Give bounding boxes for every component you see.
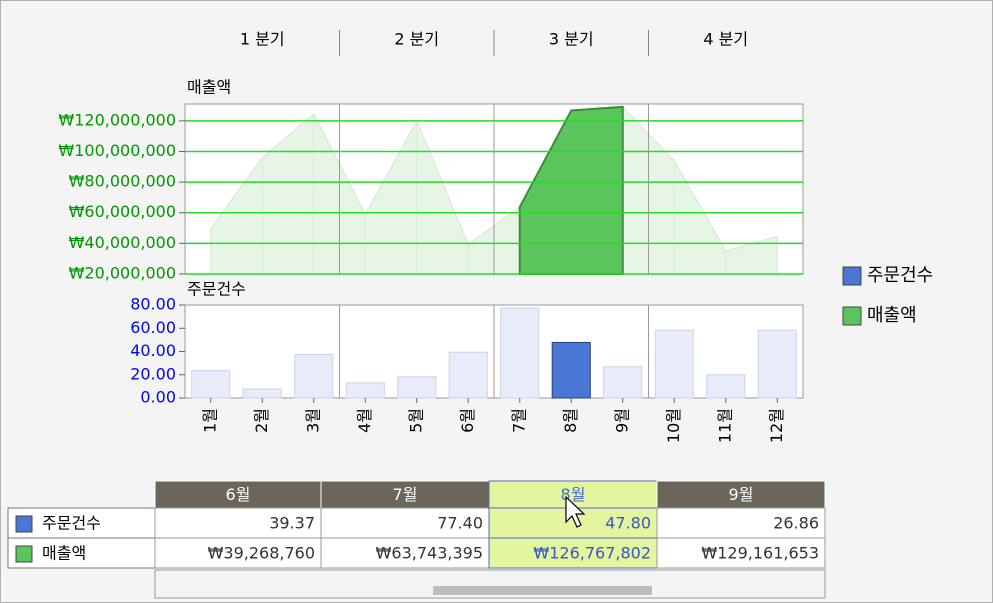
- y-tick-label: ₩20,000,000: [69, 264, 176, 283]
- bar: [706, 374, 746, 399]
- x-tick-label: 10월: [664, 408, 683, 443]
- bar: [654, 329, 694, 399]
- x-tick-label: 5월: [406, 408, 425, 433]
- table-cell: [320, 507, 490, 539]
- chart-title: 주문건수: [187, 280, 246, 299]
- table-cell: [656, 537, 826, 569]
- table-value: 77.40: [437, 514, 483, 533]
- x-tick-label: 9월: [612, 408, 631, 433]
- row-swatch: [15, 515, 33, 533]
- chart-title: 매출액: [187, 78, 231, 97]
- y-tick-label: 20.00: [130, 364, 176, 383]
- table-value: ₩63,743,395: [376, 544, 483, 563]
- table-cell: [656, 507, 826, 539]
- table-header: 7월: [393, 485, 418, 504]
- x-tick-label: 1월: [200, 408, 219, 433]
- y-tick-label: ₩120,000,000: [58, 110, 176, 129]
- y-tick-label: ₩40,000,000: [69, 233, 176, 252]
- mouse-cursor: [565, 495, 586, 528]
- table-header: 9월: [729, 485, 754, 504]
- table-cell: [320, 537, 490, 569]
- table-header-cell: [320, 480, 490, 509]
- bar: [500, 307, 540, 399]
- y-tick-label: ₩100,000,000: [58, 141, 176, 160]
- table-cell: [154, 507, 322, 539]
- legend-swatch: [842, 306, 862, 326]
- y-tick-label: ₩80,000,000: [69, 172, 176, 191]
- table-value: 26.86: [773, 514, 819, 533]
- bar: [397, 376, 437, 399]
- legend-swatch: [842, 266, 862, 286]
- table-cell: [488, 537, 658, 569]
- table-header-cell: [154, 480, 322, 509]
- table-value: 47.80: [605, 514, 651, 533]
- scrollbar-thumb: [433, 586, 652, 595]
- table-header: 6월: [226, 485, 251, 504]
- table-value: ₩129,161,653: [701, 544, 819, 563]
- row-header: 매출액: [42, 544, 86, 563]
- bar: [345, 382, 385, 399]
- y-tick-label: ₩60,000,000: [69, 202, 176, 221]
- table-value: 39.37: [269, 514, 315, 533]
- bar: [551, 341, 591, 399]
- bar: [757, 329, 797, 399]
- row-swatch: [15, 545, 33, 563]
- quarter-label: 1 분기: [240, 30, 285, 49]
- legend-label: 주문건수: [867, 265, 933, 286]
- quarter-label: 2 분기: [394, 30, 439, 49]
- x-tick-label: 11월: [715, 408, 734, 443]
- quarter-label: 3 분기: [549, 30, 594, 49]
- bar: [448, 351, 488, 399]
- table-value: ₩126,767,802: [533, 544, 651, 563]
- x-tick-label: 12월: [767, 408, 786, 443]
- y-tick-label: 60.00: [130, 318, 176, 337]
- table-header-cell: [656, 480, 826, 509]
- row-header: 주문건수: [42, 514, 101, 533]
- legend-label: 매출액: [867, 305, 917, 326]
- x-tick-label: 8월: [561, 408, 580, 433]
- x-tick-label: 3월: [303, 408, 322, 433]
- cursor-arrow: [565, 495, 586, 528]
- table-cell: [154, 537, 322, 569]
- x-tick-label: 2월: [252, 408, 271, 433]
- y-tick-label: 40.00: [130, 341, 176, 360]
- bar: [603, 366, 643, 399]
- y-tick-label: 0.00: [140, 388, 176, 407]
- bar: [191, 370, 231, 399]
- bar: [294, 354, 334, 399]
- bar: [242, 388, 282, 399]
- x-tick-label: 7월: [509, 408, 528, 433]
- table-value: ₩39,268,760: [208, 544, 315, 563]
- x-tick-label: 4월: [355, 408, 374, 433]
- x-tick-label: 6월: [458, 408, 477, 433]
- y-tick-label: 80.00: [130, 295, 176, 314]
- quarter-label: 4 분기: [703, 30, 748, 49]
- table-header: 8월: [561, 485, 586, 504]
